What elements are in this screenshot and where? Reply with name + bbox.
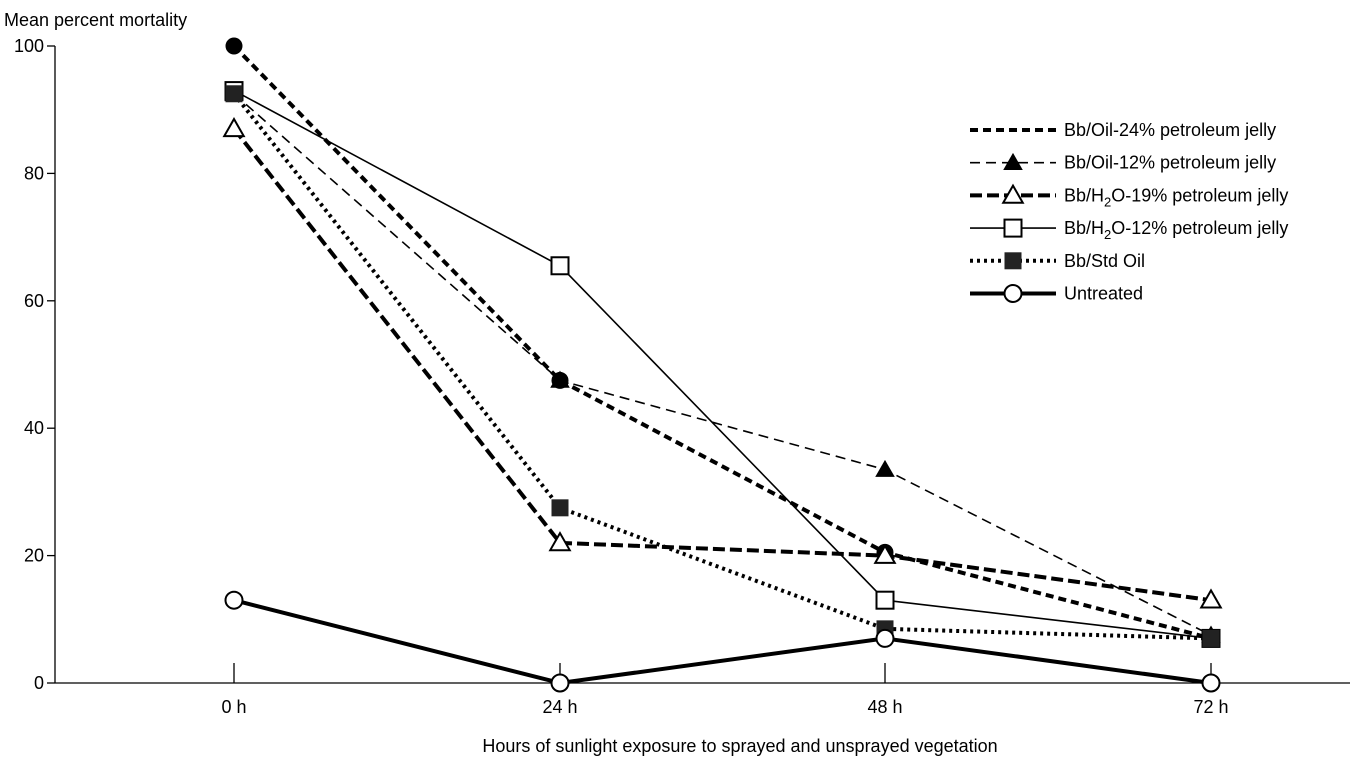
legend-label-2: Bb/Oil-12% petroleum jelly [1064,153,1276,173]
data-point-series-2 [550,370,570,388]
y-tick-label: 100 [14,36,44,56]
legend-marker-5 [1004,252,1022,270]
y-tick-label: 20 [24,546,44,566]
data-point-series-3 [548,531,572,552]
data-point-series-6 [550,673,570,693]
data-point-series-6 [224,590,244,610]
y-tick-label: 60 [24,291,44,311]
data-point-series-1 [225,37,243,55]
y-tick-label: 0 [34,673,44,693]
series-line-5 [232,92,1212,641]
series-markers [222,37,1223,693]
legend-label-4: Bb/H2O-12% petroleum jelly [1064,218,1288,242]
series-line-3 [232,127,1212,603]
data-point-series-5 [1202,629,1220,647]
legend-label-5: Bb/Std Oil [1064,251,1145,271]
y-tick-label: 40 [24,418,44,438]
axes: 0 20 40 60 80 100 0 h 24 h 48 h 72 h [14,36,1350,717]
series-line-4 [233,89,1212,640]
x-tick-label: 24 h [542,697,577,717]
y-tick-label: 80 [24,163,44,183]
x-axis-label: Hours of sunlight exposure to sprayed an… [482,736,997,756]
legend-marker-4 [1003,218,1023,238]
data-point-series-4 [550,256,570,276]
legend: Bb/Oil-24% petroleum jelly Bb/Oil-12% pet… [970,120,1288,304]
series-line-6 [233,598,1212,686]
y-axis-label: Mean percent mortality [4,10,187,30]
legend-label-6: Untreated [1064,284,1143,304]
legend-label-3: Bb/H2O-19% petroleum jelly [1064,185,1288,209]
data-point-series-3 [873,543,897,564]
data-point-series-3 [222,117,246,138]
data-point-series-5 [551,499,569,517]
data-point-series-3 [1199,588,1223,609]
data-point-series-5 [225,85,243,103]
x-tick-label: 72 h [1193,697,1228,717]
series-line-2 [233,93,1212,636]
legend-label-1: Bb/Oil-24% petroleum jelly [1064,120,1276,140]
legend-marker-6 [1003,284,1023,303]
series-lines [232,44,1212,686]
data-point-series-2 [875,459,895,477]
data-point-series-6 [875,628,895,648]
legend-marker-2 [1003,152,1023,171]
data-point-series-4 [875,590,895,610]
data-point-series-6 [1201,673,1221,693]
x-tick-label: 48 h [867,697,902,717]
x-tick-label: 0 h [221,697,246,717]
legend-marker-3 [1001,183,1025,204]
series-line-1 [232,44,1212,641]
